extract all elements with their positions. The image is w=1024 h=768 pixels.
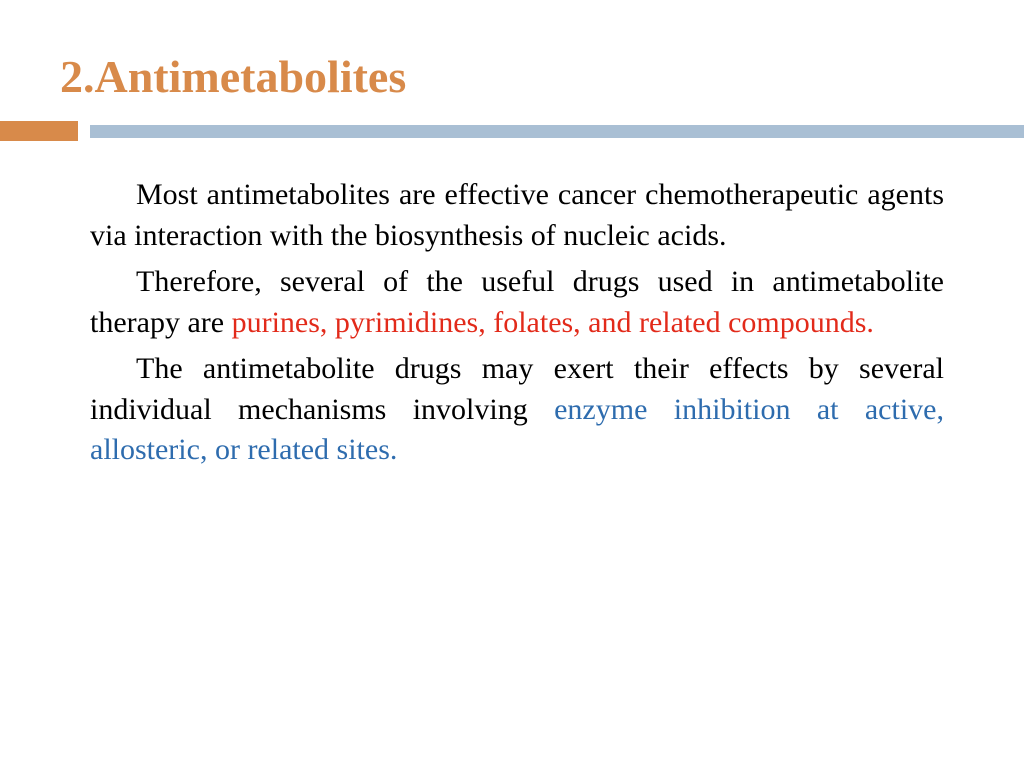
title-text: Antimetabolites — [95, 50, 407, 103]
text-run: Most antimetabolites are effective cance… — [90, 178, 944, 252]
title-divider — [0, 121, 1024, 141]
slide-body: Most antimetabolites are effective cance… — [60, 175, 964, 471]
slide-title: 2. Antimetabolites — [60, 50, 964, 103]
divider-accent-block — [0, 121, 78, 141]
paragraph: The antimetabolite drugs may exert their… — [90, 349, 944, 471]
text-run: purines, pyrimidines, folates, and relat… — [232, 306, 874, 339]
paragraph: Therefore, several of the useful drugs u… — [90, 262, 944, 343]
title-number: 2. — [60, 50, 95, 103]
slide: 2. Antimetabolites Most antimetabolites … — [0, 0, 1024, 768]
paragraph: Most antimetabolites are effective cance… — [90, 175, 944, 256]
divider-bar — [90, 125, 1024, 138]
